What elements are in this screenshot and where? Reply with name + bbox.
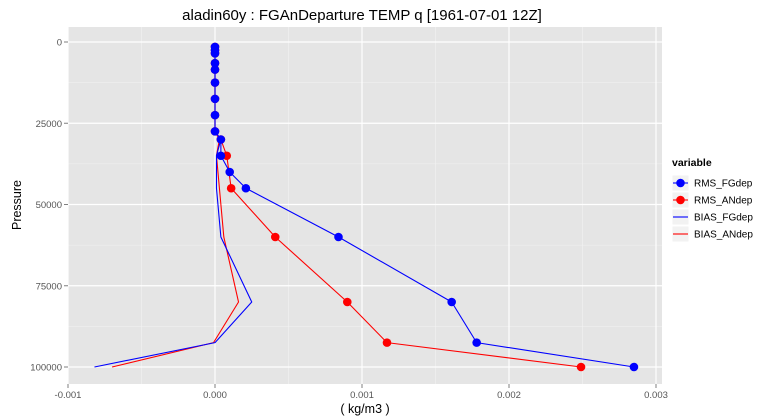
x-axis-ticks: -0.001 0.000 0.001 0.002 0.003 (55, 384, 668, 401)
data-point-RMS_FGdep (216, 151, 226, 161)
major-gridlines (67, 27, 662, 384)
x-tick-label: 0.001 (350, 390, 374, 401)
y-tick-label: 75000 (36, 281, 62, 292)
data-point-RMS_FGdep (210, 58, 220, 68)
x-tick-label: 0.002 (497, 390, 521, 401)
y-axis-ticks: 0 25000 50000 75000 100000 (30, 38, 68, 374)
data-point-RMS_ANdep (343, 297, 352, 307)
x-tick-label: 0.003 (644, 390, 668, 401)
legend-item-RMS_ANdep: RMS_ANdep (671, 191, 753, 209)
legend-item-RMS_FGdep: RMS_FGdep (671, 174, 753, 192)
y-tick-label: 100000 (30, 363, 62, 374)
legend-item-BIAS_FGdep: BIAS_FGdep (671, 208, 753, 226)
y-tick-label: 25000 (36, 119, 62, 130)
x-axis-title: ( kg/m3 ) (340, 402, 389, 416)
data-point-RMS_ANdep (270, 232, 280, 242)
legend-label: RMS_ANdep (694, 196, 753, 207)
data-point-RMS_FGdep (472, 338, 481, 347)
data-point-RMS_FGdep (210, 49, 220, 58)
legend-label: BIAS_ANdep (694, 230, 753, 241)
series-RMS_FGdep (210, 42, 639, 372)
data-point-RMS_ANdep (382, 338, 392, 347)
x-tick-label: 0.000 (203, 390, 227, 401)
legend-key-point (676, 195, 685, 205)
legend-key-point (676, 178, 685, 188)
data-point-RMS_FGdep (210, 127, 220, 136)
chart-title: aladin60y : FGAnDeparture TEMP q [1961-0… (182, 7, 542, 24)
data-point-RMS_FGdep (447, 297, 456, 307)
minor-gridlines (68, 27, 662, 384)
y-axis-title: Pressure (10, 180, 24, 230)
legend-item-BIAS_ANdep: BIAS_ANdep (671, 225, 753, 243)
data-point-RMS_FGdep (334, 232, 343, 242)
data-point-RMS_FGdep (210, 65, 220, 74)
plot-panel (68, 27, 662, 384)
data-point-RMS_ANdep (226, 183, 236, 193)
legend-label: RMS_FGdep (694, 179, 753, 190)
data-point-RMS_FGdep (210, 110, 220, 120)
data-point-RMS_FGdep (629, 362, 639, 372)
data-point-RMS_FGdep (225, 167, 234, 177)
legend: variable RMS_FGdep RMS_ANdep BIAS_FGdep BIA… (671, 157, 753, 243)
data-point-RMS_FGdep (216, 135, 226, 144)
data-point-RMS_FGdep (210, 94, 220, 104)
data-point-RMS_ANdep (576, 362, 586, 372)
y-tick-label: 50000 (36, 200, 62, 211)
legend-title: variable (672, 157, 712, 169)
legend-label: BIAS_FGdep (694, 213, 753, 224)
data-point-RMS_FGdep (241, 183, 251, 193)
y-tick-label: 0 (57, 38, 62, 49)
data-point-RMS_ANdep (222, 151, 232, 161)
x-tick-label: -0.001 (55, 390, 82, 401)
series-layer (94, 42, 639, 372)
data-point-RMS_FGdep (210, 78, 220, 87)
